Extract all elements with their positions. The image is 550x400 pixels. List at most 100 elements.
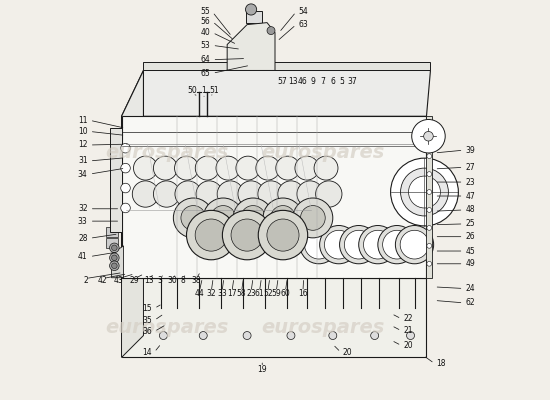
Circle shape xyxy=(133,181,158,207)
Circle shape xyxy=(174,156,199,180)
Circle shape xyxy=(245,4,257,15)
Text: 39: 39 xyxy=(465,146,475,155)
Text: 27: 27 xyxy=(465,163,475,172)
Text: 37: 37 xyxy=(348,77,358,86)
Circle shape xyxy=(196,181,222,207)
Text: 30: 30 xyxy=(168,276,178,285)
Text: 40: 40 xyxy=(201,28,211,37)
Text: 54: 54 xyxy=(298,7,308,16)
Circle shape xyxy=(406,332,415,340)
Circle shape xyxy=(409,176,441,208)
Text: 32: 32 xyxy=(206,289,216,298)
Circle shape xyxy=(258,210,307,260)
Circle shape xyxy=(427,190,432,194)
Text: 20: 20 xyxy=(343,348,353,357)
Circle shape xyxy=(153,156,177,180)
Text: 59: 59 xyxy=(271,289,281,298)
Text: 44: 44 xyxy=(194,289,204,298)
Circle shape xyxy=(395,226,433,264)
Text: 9: 9 xyxy=(310,77,315,86)
Text: eurospares: eurospares xyxy=(261,318,384,337)
Text: 20: 20 xyxy=(403,341,413,350)
Text: 46: 46 xyxy=(298,77,308,86)
Circle shape xyxy=(314,156,338,180)
Text: 18: 18 xyxy=(437,359,446,368)
Text: 8: 8 xyxy=(180,276,185,285)
Bar xyxy=(246,12,262,23)
Circle shape xyxy=(390,158,458,226)
Circle shape xyxy=(371,332,378,340)
Polygon shape xyxy=(227,23,275,70)
Text: 35: 35 xyxy=(142,316,152,325)
Circle shape xyxy=(204,198,243,238)
Circle shape xyxy=(427,172,432,176)
Circle shape xyxy=(236,156,260,180)
Text: 61: 61 xyxy=(255,289,264,298)
Circle shape xyxy=(364,230,392,259)
Text: 7: 7 xyxy=(321,77,325,86)
Circle shape xyxy=(263,198,303,238)
Circle shape xyxy=(305,230,333,259)
Circle shape xyxy=(153,181,180,207)
Polygon shape xyxy=(122,256,431,278)
Circle shape xyxy=(383,230,411,259)
Text: 10: 10 xyxy=(78,127,87,136)
Circle shape xyxy=(175,181,201,207)
Text: 12: 12 xyxy=(78,140,87,150)
Text: 55: 55 xyxy=(201,7,211,16)
Circle shape xyxy=(344,230,373,259)
Circle shape xyxy=(300,206,325,230)
Circle shape xyxy=(112,263,117,268)
Circle shape xyxy=(359,226,397,264)
Text: 63: 63 xyxy=(298,20,308,29)
Text: 19: 19 xyxy=(257,365,267,374)
Circle shape xyxy=(186,210,236,260)
Circle shape xyxy=(121,163,130,173)
Text: 45: 45 xyxy=(465,246,475,256)
Circle shape xyxy=(267,27,275,34)
Circle shape xyxy=(160,332,167,340)
Text: 23: 23 xyxy=(465,178,475,186)
Circle shape xyxy=(300,226,338,264)
Text: 31: 31 xyxy=(78,156,87,166)
Circle shape xyxy=(238,181,264,207)
Text: 13: 13 xyxy=(288,77,298,86)
Text: 21: 21 xyxy=(403,326,413,335)
Text: 17: 17 xyxy=(227,289,236,298)
Circle shape xyxy=(134,156,157,180)
Text: 50: 50 xyxy=(188,86,197,95)
Circle shape xyxy=(427,154,432,158)
Text: 33: 33 xyxy=(217,289,227,298)
Circle shape xyxy=(173,198,213,238)
Circle shape xyxy=(293,198,333,238)
Circle shape xyxy=(378,226,416,264)
Circle shape xyxy=(339,226,378,264)
Text: 13: 13 xyxy=(144,276,153,285)
Text: 47: 47 xyxy=(465,192,475,200)
Circle shape xyxy=(329,332,337,340)
Polygon shape xyxy=(426,116,432,278)
Circle shape xyxy=(222,210,272,260)
Text: 15: 15 xyxy=(142,304,152,313)
Text: 65: 65 xyxy=(201,69,211,78)
Circle shape xyxy=(121,183,130,193)
Text: 43: 43 xyxy=(114,276,124,285)
Circle shape xyxy=(427,244,432,248)
Text: 57: 57 xyxy=(277,77,287,86)
Text: 24: 24 xyxy=(465,284,475,293)
Text: 42: 42 xyxy=(98,276,108,285)
Text: 23: 23 xyxy=(246,289,256,298)
Circle shape xyxy=(109,253,119,262)
Bar xyxy=(106,227,118,237)
Text: 3: 3 xyxy=(158,276,163,285)
Text: 5: 5 xyxy=(339,77,344,86)
Text: 48: 48 xyxy=(465,206,475,214)
Text: 56: 56 xyxy=(201,17,211,26)
Text: 2: 2 xyxy=(83,276,88,285)
Text: 38: 38 xyxy=(191,276,201,285)
Circle shape xyxy=(233,198,273,238)
Polygon shape xyxy=(122,256,144,358)
Text: 51: 51 xyxy=(210,86,219,95)
Circle shape xyxy=(400,168,448,216)
Circle shape xyxy=(195,219,227,251)
